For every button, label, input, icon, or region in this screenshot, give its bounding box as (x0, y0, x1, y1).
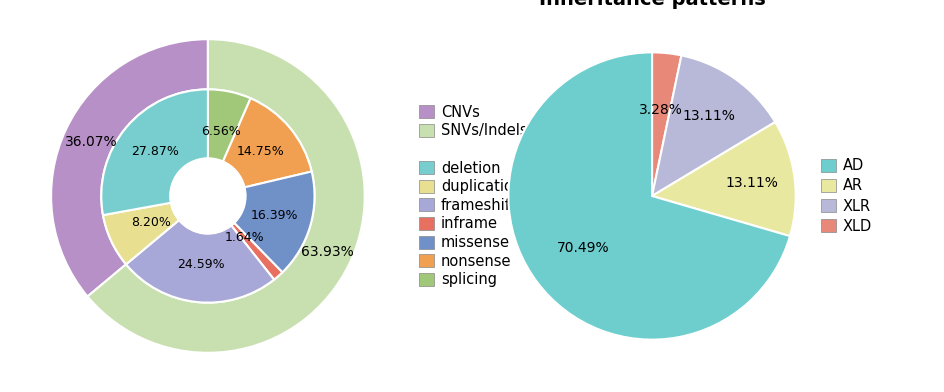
Text: 63.93%: 63.93% (300, 245, 353, 259)
Text: 3.28%: 3.28% (638, 103, 683, 117)
Wedge shape (126, 220, 274, 303)
Wedge shape (208, 89, 250, 162)
Wedge shape (508, 53, 789, 339)
Wedge shape (231, 223, 282, 279)
Circle shape (170, 158, 245, 234)
Text: 14.75%: 14.75% (237, 145, 284, 158)
Legend: CNVs, SNVs/Indels, , deletion, duplication, frameshift, inframe, missense, nonse: CNVs, SNVs/Indels, , deletion, duplicati… (418, 105, 527, 287)
Text: 36.07%: 36.07% (65, 134, 118, 149)
Wedge shape (88, 39, 364, 353)
Wedge shape (651, 122, 795, 236)
Wedge shape (234, 172, 314, 272)
Wedge shape (51, 39, 208, 296)
Wedge shape (103, 203, 178, 264)
Text: 24.59%: 24.59% (177, 258, 225, 271)
Wedge shape (101, 89, 208, 215)
Text: 16.39%: 16.39% (250, 209, 297, 222)
Legend: AD, AR, XLR, XLD: AD, AR, XLR, XLD (820, 158, 871, 234)
Text: 8.20%: 8.20% (131, 216, 171, 229)
Text: 1.64%: 1.64% (224, 231, 263, 244)
Text: 13.11%: 13.11% (725, 176, 777, 190)
Text: 13.11%: 13.11% (682, 109, 734, 123)
Text: 6.56%: 6.56% (201, 125, 241, 138)
Text: 70.49%: 70.49% (556, 241, 609, 255)
Text: 27.87%: 27.87% (131, 145, 178, 158)
Wedge shape (651, 53, 681, 196)
Wedge shape (223, 98, 312, 187)
Title: Inheritance patterns: Inheritance patterns (538, 0, 765, 9)
Wedge shape (651, 55, 774, 196)
